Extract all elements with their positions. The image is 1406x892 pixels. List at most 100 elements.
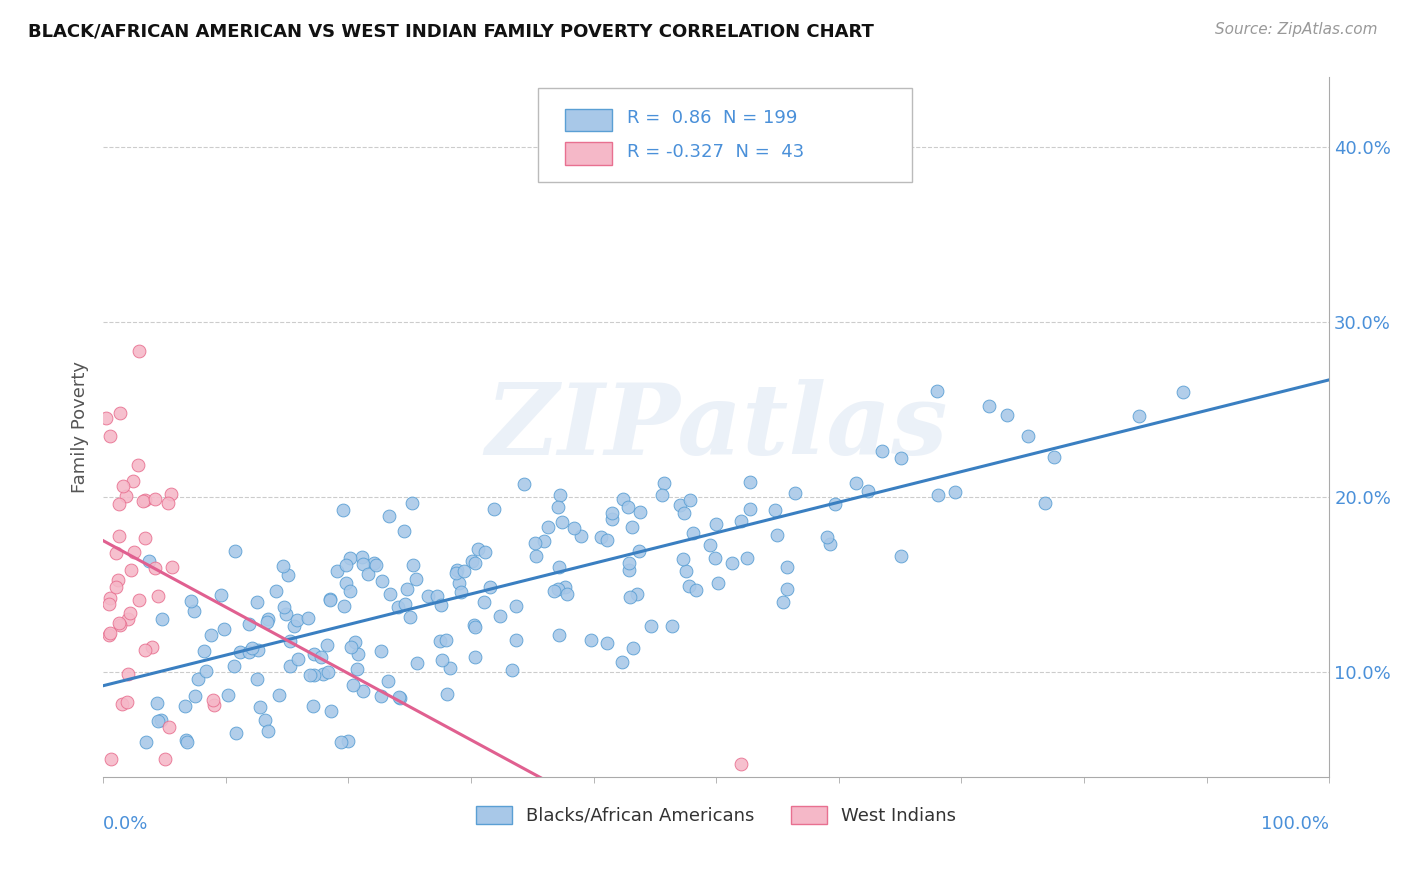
Point	[128, 344, 150, 359]
Point	[100, 752, 122, 766]
Point	[311, 649, 333, 664]
Point	[461, 554, 484, 568]
Point	[621, 641, 644, 656]
Point	[548, 560, 571, 574]
Point	[547, 500, 569, 514]
Point	[302, 699, 325, 714]
Point	[626, 586, 648, 600]
Point	[707, 576, 730, 591]
Point	[302, 647, 325, 661]
Point	[595, 636, 617, 650]
Point	[579, 633, 602, 648]
Point	[551, 515, 574, 529]
Point	[446, 563, 468, 577]
Point	[253, 713, 276, 727]
Point	[352, 557, 374, 571]
Point	[464, 619, 486, 633]
Point	[318, 665, 340, 680]
Point	[387, 600, 409, 615]
Point	[183, 604, 205, 618]
Point	[283, 619, 305, 633]
Point	[160, 487, 183, 501]
Point	[246, 672, 269, 686]
Point	[316, 638, 339, 652]
Point	[845, 475, 868, 490]
Text: R =  0.86  N = 199: R = 0.86 N = 199	[627, 109, 797, 127]
Point	[416, 589, 439, 603]
Point	[257, 723, 280, 738]
Point	[280, 633, 302, 648]
Point	[402, 558, 425, 573]
Point	[523, 536, 546, 550]
Point	[1173, 384, 1195, 399]
Point	[600, 512, 623, 526]
Point	[430, 653, 453, 667]
Point	[274, 607, 297, 622]
Point	[111, 479, 134, 493]
Point	[326, 564, 349, 578]
Point	[132, 493, 155, 508]
Point	[524, 549, 547, 563]
Point	[815, 530, 838, 544]
Point	[619, 590, 641, 604]
Point	[890, 549, 912, 563]
Point	[1033, 496, 1056, 510]
Point	[249, 700, 271, 714]
Point	[335, 558, 357, 573]
Point	[640, 619, 662, 633]
Point	[174, 698, 197, 713]
Point	[184, 690, 207, 704]
Point	[505, 599, 527, 613]
Point	[264, 584, 287, 599]
Point	[344, 635, 367, 649]
Point	[776, 582, 799, 597]
Text: BLACK/AFRICAN AMERICAN VS WEST INDIAN FAMILY POVERTY CORRELATION CHART: BLACK/AFRICAN AMERICAN VS WEST INDIAN FA…	[28, 22, 875, 40]
Point	[352, 684, 374, 698]
Point	[870, 444, 893, 458]
Point	[1128, 409, 1150, 423]
Point	[678, 578, 700, 592]
Point	[120, 607, 142, 621]
Point	[287, 614, 309, 628]
Y-axis label: Family Poverty: Family Poverty	[72, 361, 89, 493]
Point	[150, 612, 173, 626]
Point	[209, 588, 232, 602]
Point	[256, 615, 278, 630]
Point	[187, 672, 209, 686]
Point	[148, 590, 170, 604]
Point	[730, 514, 752, 528]
Point	[238, 616, 260, 631]
Point	[619, 556, 641, 570]
Point	[217, 689, 239, 703]
Point	[699, 538, 721, 552]
Text: R = -0.327  N =  43: R = -0.327 N = 43	[627, 143, 804, 161]
Point	[672, 506, 695, 520]
Point	[134, 493, 156, 508]
Point	[612, 492, 634, 507]
Point	[336, 733, 359, 747]
Point	[180, 594, 202, 608]
Point	[766, 528, 789, 542]
Point	[430, 599, 453, 613]
Point	[501, 663, 523, 677]
Point	[388, 690, 411, 705]
Point	[267, 688, 290, 702]
Point	[405, 572, 427, 586]
Point	[479, 580, 502, 594]
Point	[472, 595, 495, 609]
Point	[117, 612, 139, 626]
Point	[122, 545, 145, 559]
Point	[399, 610, 422, 624]
Point	[995, 408, 1018, 422]
FancyBboxPatch shape	[565, 109, 612, 131]
Point	[212, 622, 235, 636]
Point	[332, 599, 354, 613]
Point	[1043, 450, 1066, 464]
Point	[621, 519, 644, 533]
Point	[271, 559, 294, 574]
Point	[474, 544, 496, 558]
Point	[776, 559, 799, 574]
Point	[447, 576, 470, 591]
Point	[927, 384, 949, 399]
Point	[108, 615, 131, 630]
